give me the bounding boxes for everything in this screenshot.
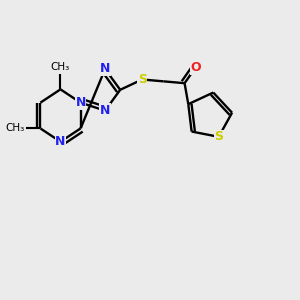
Text: N: N bbox=[100, 104, 110, 117]
Text: S: S bbox=[138, 73, 147, 86]
Text: N: N bbox=[75, 96, 86, 109]
Text: S: S bbox=[214, 130, 223, 143]
Text: O: O bbox=[190, 61, 201, 74]
Text: N: N bbox=[100, 62, 110, 76]
Text: CH₃: CH₃ bbox=[51, 62, 70, 72]
Text: CH₃: CH₃ bbox=[5, 123, 25, 134]
Text: N: N bbox=[55, 135, 66, 148]
